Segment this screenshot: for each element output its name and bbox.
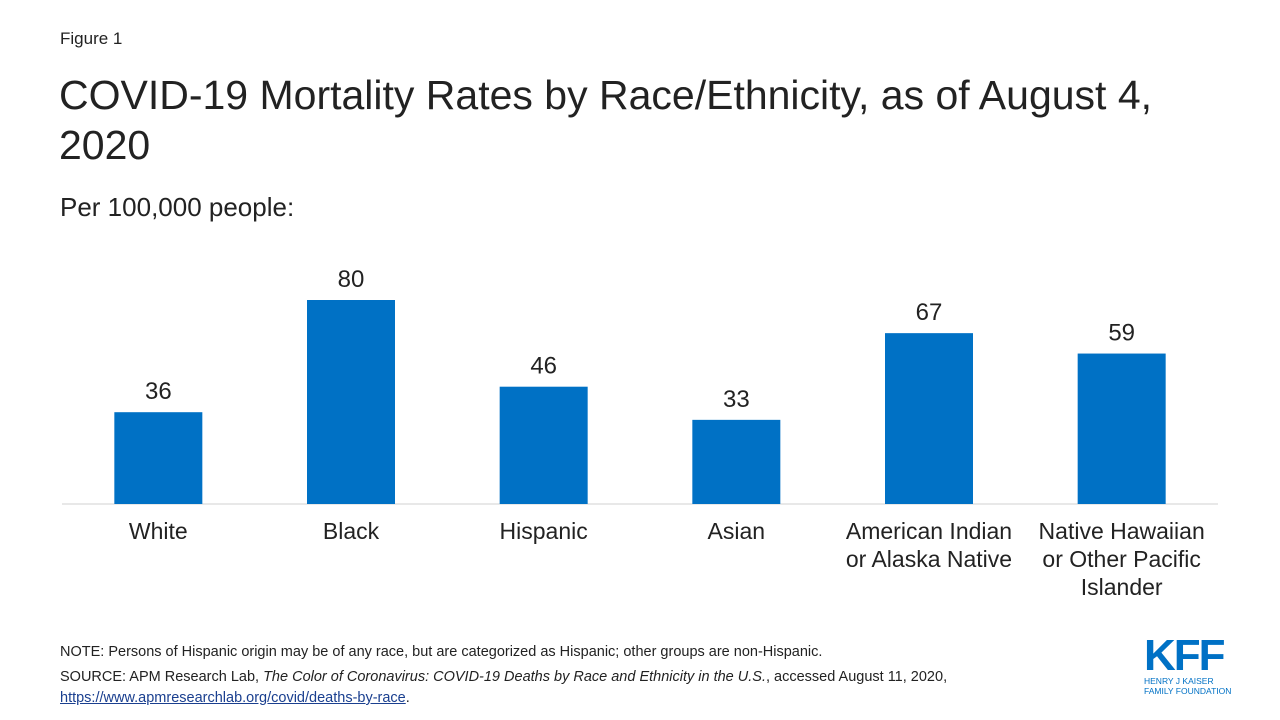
x-tick-label: Native Hawaiian or Other Pacific Islande… [1038, 518, 1205, 600]
bar [499, 386, 588, 504]
value-label: 33 [723, 386, 750, 413]
source-title: The Color of Coronavirus: COVID-19 Death… [263, 669, 766, 685]
logo-mark: KFF [1144, 631, 1226, 680]
logo: KFF HENRY J KAISER FAMILY FOUNDATION [1144, 631, 1232, 697]
logo-line: FAMILY FOUNDATION [1144, 686, 1232, 696]
chart-subtitle: Per 100,000 people: [60, 192, 295, 222]
bar [692, 419, 781, 504]
x-tick-label: Black [322, 518, 380, 544]
logo-line: HENRY J KAISER [1144, 676, 1214, 686]
source: SOURCE: APM Research Lab, The Color of C… [60, 667, 1100, 709]
x-tick-label: American Indian or Alaska Native [845, 518, 1013, 572]
bar [885, 333, 973, 504]
chart-title: COVID-19 Mortality Rates by Race/Ethnici… [59, 72, 1153, 168]
x-tick-label: White [128, 518, 188, 544]
value-label: 36 [145, 378, 172, 405]
bar [1077, 353, 1166, 504]
source-end: . [405, 690, 410, 706]
x-tick-label: Asian [707, 518, 766, 544]
source-link[interactable]: https://www.apmresearchlab.org/covid/dea… [60, 690, 406, 706]
bar [307, 300, 395, 504]
note: NOTE: Persons of Hispanic origin may be … [60, 644, 823, 660]
value-label: 80 [338, 266, 365, 293]
value-label: 59 [1108, 320, 1135, 347]
source-accessed: , accessed August 11, 2020, [765, 669, 948, 685]
figure-label: Figure 1 [60, 29, 123, 48]
source-lead: SOURCE: APM Research Lab, [60, 669, 264, 685]
value-label: 67 [916, 299, 943, 326]
bar [114, 412, 203, 504]
value-label: 46 [530, 353, 557, 380]
x-tick-label: Hispanic [499, 518, 588, 544]
